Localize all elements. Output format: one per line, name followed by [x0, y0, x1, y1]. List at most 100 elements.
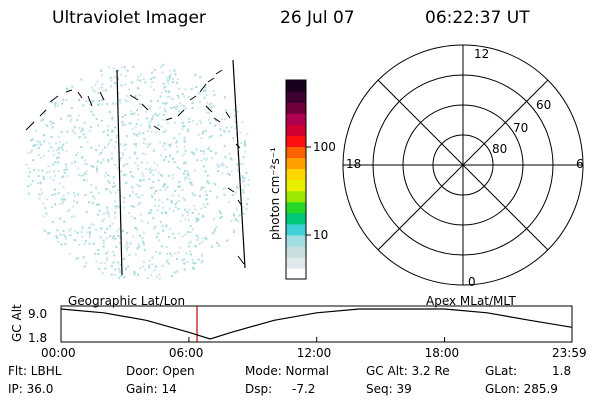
imager-speckle — [120, 195, 123, 198]
imager-speckle — [115, 140, 118, 143]
imager-speckle — [129, 171, 132, 174]
imager-speckle — [201, 214, 204, 217]
imager-speckle — [148, 169, 151, 171]
imager-speckle — [124, 123, 127, 126]
imager-speckle — [202, 89, 205, 92]
imager-speckle — [243, 213, 246, 215]
imager-speckle — [78, 127, 81, 129]
imager-speckle — [191, 259, 194, 262]
imager-speckle — [137, 196, 140, 199]
imager-speckle — [167, 236, 170, 239]
imager-speckle — [191, 102, 194, 104]
imager-speckle — [228, 130, 231, 133]
imager-speckle — [123, 99, 126, 102]
imager-speckle — [183, 198, 186, 201]
imager-speckle — [57, 104, 60, 107]
imager-speckle — [170, 254, 173, 257]
imager-speckle — [152, 114, 155, 117]
imager-speckle — [153, 76, 156, 79]
imager-speckle — [83, 265, 86, 268]
imager-speckle — [126, 240, 129, 243]
imager-speckle — [78, 136, 81, 139]
imager-speckle — [62, 143, 65, 146]
imager-speckle — [72, 205, 75, 208]
imager-speckle — [134, 227, 137, 229]
imager-speckle — [121, 123, 124, 126]
imager-speckle — [61, 148, 64, 151]
imager-speckle — [50, 100, 53, 103]
imager-speckle — [137, 273, 139, 276]
colorbar-segment — [286, 256, 306, 269]
imager-speckle — [144, 81, 147, 84]
imager-speckle — [108, 215, 110, 218]
imager-speckle — [59, 217, 62, 220]
imager-speckle — [203, 96, 206, 99]
imager-speckle — [51, 194, 54, 196]
imager-speckle — [68, 209, 71, 211]
imager-speckle — [126, 232, 129, 234]
imager-speckle — [187, 231, 190, 234]
imager-speckle — [100, 219, 103, 222]
imager-speckle — [127, 88, 130, 91]
imager-speckle — [187, 96, 190, 99]
imager-speckle — [42, 118, 44, 121]
imager-speckle — [96, 160, 99, 163]
imager-speckle — [114, 185, 117, 188]
imager-speckle — [174, 107, 177, 110]
colorbar-tick-label-100: 100 — [313, 140, 336, 154]
imager-speckle — [97, 92, 100, 95]
imager-speckle — [183, 268, 186, 271]
imager-speckle — [212, 90, 215, 93]
imager-speckle — [177, 96, 180, 99]
imager-speckle — [65, 150, 68, 153]
imager-speckle — [230, 219, 233, 222]
imager-speckle — [73, 126, 76, 129]
imager-speckle — [212, 182, 215, 185]
imager-speckle — [47, 165, 50, 168]
imager-speckle — [190, 151, 193, 154]
imager-speckle — [157, 171, 160, 174]
imager-speckle — [196, 159, 199, 162]
imager-speckle — [42, 175, 45, 178]
imager-speckle — [122, 173, 125, 176]
imager-speckle — [108, 141, 111, 144]
imager-speckle — [104, 262, 107, 265]
imager-speckle — [123, 164, 126, 167]
imager-speckle — [78, 243, 81, 246]
imager-speckle — [117, 188, 120, 191]
imager-speckle — [79, 130, 82, 133]
imager-speckle — [117, 78, 119, 81]
imager-speckle — [223, 96, 226, 99]
imager-speckle — [216, 163, 219, 166]
imager-speckle — [205, 237, 207, 240]
imager-speckle — [107, 144, 109, 147]
imager-speckle — [246, 203, 248, 205]
imager-speckle — [170, 107, 173, 109]
imager-speckle — [177, 194, 180, 197]
imager-speckle — [204, 190, 207, 193]
timeline-x-tick-label: 23:59 — [552, 346, 587, 360]
imager-speckle — [95, 260, 98, 263]
imager-speckle — [183, 141, 186, 144]
imager-speckle — [123, 66, 126, 69]
imager-speckle — [113, 235, 115, 238]
imager-speckle — [106, 227, 109, 230]
imager-speckle — [75, 154, 78, 156]
imager-speckle — [219, 217, 222, 220]
colorbar-segment — [286, 212, 306, 225]
imager-speckle — [182, 172, 185, 175]
imager-speckle — [76, 119, 79, 121]
imager-speckle — [82, 104, 85, 107]
imager-speckle — [100, 69, 103, 72]
imager-speckle — [114, 206, 117, 209]
imager-speckle — [151, 169, 153, 172]
timeline-left-caption: Geographic Lat/Lon — [68, 294, 186, 308]
imager-speckle — [180, 104, 183, 107]
imager-speckle — [83, 243, 86, 246]
imager-speckle — [213, 94, 216, 97]
imager-speckle — [110, 273, 113, 276]
imager-speckle — [142, 175, 145, 177]
imager-speckle — [30, 183, 32, 186]
imager-speckle — [136, 79, 139, 81]
